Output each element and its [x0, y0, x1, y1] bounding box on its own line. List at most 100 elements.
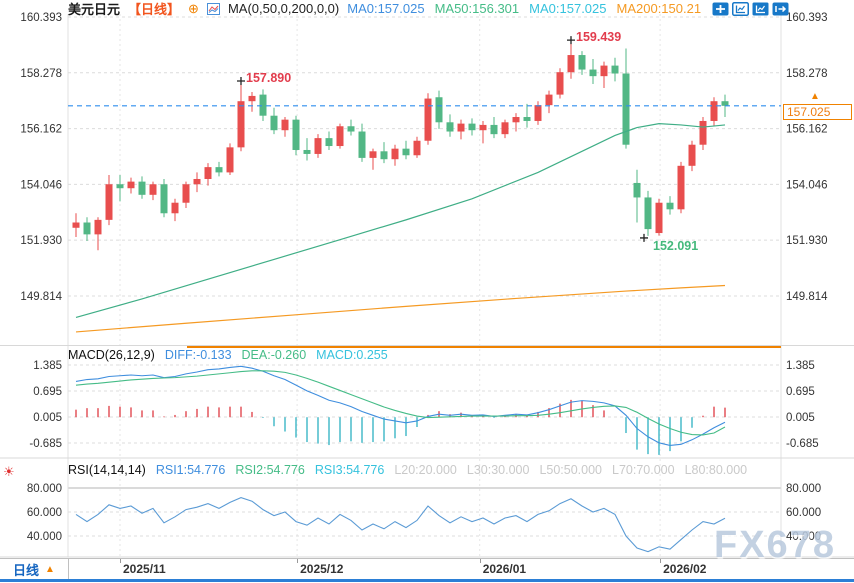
candle-body[interactable]	[94, 219, 102, 235]
y-axis-label: 156.162	[786, 124, 828, 136]
candle-body[interactable]	[424, 98, 432, 141]
candle-body[interactable]	[325, 138, 333, 147]
y-axis-label: -0.685	[786, 438, 819, 450]
indicator-value: RSI2:54.776	[235, 462, 305, 477]
price-annotations: 157.890 159.439 152.091	[237, 30, 698, 253]
chart-style-filled-icon[interactable]	[752, 2, 769, 16]
candle-body[interactable]	[303, 149, 311, 154]
ma-mini-chart-icon[interactable]	[206, 2, 220, 15]
candle-body[interactable]	[534, 105, 542, 121]
y-axis-label: 0.005	[33, 412, 62, 424]
candle-body[interactable]	[116, 184, 124, 189]
rsi-panel[interactable]	[75, 497, 726, 553]
candle-body[interactable]	[633, 182, 641, 198]
chart-style-outline-icon[interactable]	[732, 2, 749, 16]
date-label: 2025/11	[123, 562, 166, 576]
ma-line-ma50	[75, 123, 726, 319]
candle-body[interactable]	[149, 184, 157, 195]
candle-body[interactable]	[369, 151, 377, 158]
candle-body[interactable]	[402, 148, 410, 156]
candle-body[interactable]	[270, 115, 278, 131]
candle-body[interactable]	[556, 72, 564, 95]
exit-icon[interactable]	[772, 2, 789, 16]
candle-body[interactable]	[105, 184, 113, 220]
extreme-price-label: 152.091	[653, 239, 698, 253]
candle-body[interactable]	[237, 101, 245, 148]
candle-body[interactable]	[644, 197, 652, 230]
indicator-value: L50:50.000	[539, 462, 603, 477]
ma-line-ma200	[75, 284, 726, 333]
candle-body[interactable]	[72, 222, 80, 228]
candle-body[interactable]	[655, 202, 663, 234]
macd-formula[interactable]: MACD(26,12,9)	[68, 347, 155, 362]
macd-panel[interactable]	[75, 365, 726, 455]
candle-body[interactable]	[699, 120, 707, 145]
candle-body[interactable]	[446, 122, 454, 132]
candle-body[interactable]	[248, 95, 256, 102]
y-axis-label: 154.046	[20, 179, 62, 191]
candle-body[interactable]	[347, 126, 355, 132]
candle-body[interactable]	[468, 123, 476, 131]
candle-body[interactable]	[215, 167, 223, 173]
gridlines	[68, 14, 781, 557]
candle-body[interactable]	[721, 101, 729, 106]
candle-body[interactable]	[314, 138, 322, 154]
candle-body[interactable]	[611, 65, 619, 74]
candle-body[interactable]	[193, 178, 201, 185]
indicator-value: MA0:157.025	[529, 1, 607, 16]
candle-body[interactable]	[171, 202, 179, 214]
candle-body[interactable]	[336, 126, 344, 147]
candle-body[interactable]	[413, 140, 421, 156]
candle-body[interactable]	[523, 117, 531, 121]
candle-body[interactable]	[204, 167, 212, 179]
candle-body[interactable]	[138, 181, 146, 195]
candle-body[interactable]	[567, 55, 575, 73]
date-label: 2026/01	[482, 562, 527, 576]
date-tick	[479, 559, 481, 563]
price-alert-arrow-icon[interactable]: ▲	[810, 91, 820, 102]
candles-layer[interactable]	[72, 42, 729, 251]
candle-body[interactable]	[182, 184, 190, 203]
candle-body[interactable]	[501, 122, 509, 135]
panel-separators	[0, 14, 854, 558]
candle-body[interactable]	[490, 124, 498, 135]
candle-body[interactable]	[622, 73, 630, 145]
main-chart-header: 美元日元 【日线】 ⊕ MA(0,50,0,200,0,0) MA0:157.0…	[68, 1, 711, 17]
current-price-value: 157.025	[787, 105, 831, 119]
period-tag[interactable]: 【日线】	[128, 2, 181, 17]
candle-body[interactable]	[600, 65, 608, 77]
candle-body[interactable]	[677, 165, 685, 210]
candle-body[interactable]	[358, 131, 366, 158]
y-axis-label: 1.385	[33, 360, 62, 372]
candle-body[interactable]	[666, 202, 674, 210]
candle-body[interactable]	[545, 94, 553, 106]
candle-body[interactable]	[589, 69, 597, 77]
candle-body[interactable]	[391, 148, 399, 160]
extreme-cross-marker	[567, 36, 575, 45]
candle-body[interactable]	[688, 144, 696, 166]
candle-body[interactable]	[259, 94, 267, 116]
candle-body[interactable]	[127, 181, 135, 189]
indicator-value: MA50:156.301	[434, 1, 520, 16]
indicator-settings-icon[interactable]: ☀	[3, 464, 15, 479]
candle-body[interactable]	[292, 119, 300, 150]
indicator-value: DEA:-0.260	[241, 347, 307, 362]
candle-body[interactable]	[479, 124, 487, 131]
candle-body[interactable]	[83, 222, 91, 235]
add-indicator-icon[interactable]: ⊕	[188, 1, 199, 16]
candle-body[interactable]	[457, 123, 465, 132]
candle-body[interactable]	[380, 151, 388, 160]
candle-body[interactable]	[160, 184, 168, 214]
y-axis-label: 60.000	[786, 507, 821, 519]
candle-body[interactable]	[578, 55, 586, 70]
candle-body[interactable]	[710, 101, 718, 121]
candle-body[interactable]	[281, 119, 289, 131]
rsi-formula[interactable]: RSI(14,14,14)	[68, 462, 146, 477]
pan-icon[interactable]	[712, 2, 729, 16]
period-tab[interactable]: 日线 ▲	[0, 559, 69, 580]
candle-body[interactable]	[226, 147, 234, 173]
candle-body[interactable]	[512, 117, 520, 123]
candle-body[interactable]	[435, 97, 443, 123]
